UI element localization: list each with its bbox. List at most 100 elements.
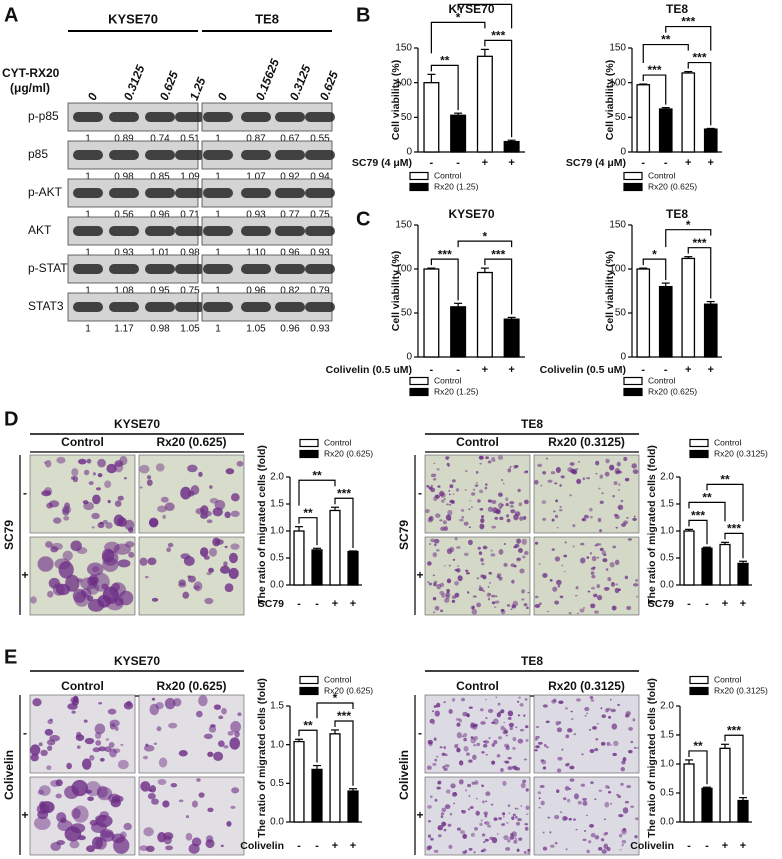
migrated-cell [97,473,103,478]
migrated-cell [38,742,43,747]
condition-symbol: + [740,840,746,852]
migrated-cell [214,499,226,510]
bar [423,82,440,153]
migrated-cell [107,499,111,504]
migrated-cell [75,734,85,741]
migrated-cell [88,481,94,486]
migrated-cell [625,711,631,716]
migrated-cell [96,487,101,491]
migrated-cell [482,545,488,550]
treatment-label: SC79 [2,520,16,550]
migrated-cell [473,488,475,491]
migrated-cell [500,479,504,482]
migrated-cell [538,605,541,608]
y-tick-label: 50 [401,112,413,123]
error-bar [313,764,321,770]
migrated-cell [607,577,612,582]
migrated-cell [439,582,445,588]
migrated-cell [605,458,610,464]
migrated-cell [636,595,639,598]
migrated-cell [563,554,568,558]
migrated-cell [612,752,617,757]
migrated-cell [503,721,506,724]
migrated-cell [586,476,591,480]
migrated-cell [525,739,529,742]
y-tick-label: 0 [406,352,412,363]
migrated-cell [485,800,488,803]
migrated-cell [549,579,553,582]
blot-band [73,150,103,160]
significance-label: ** [702,491,712,505]
bar [347,550,359,586]
blot-band [145,302,175,312]
migrated-cell [604,831,609,835]
migrated-cell [185,815,190,819]
migrated-cell [583,514,589,519]
migrated-cell [611,605,617,611]
migrated-cell [474,484,479,487]
migrated-cell [437,824,444,831]
legend-label: Rx20 (0.625) [648,181,697,191]
migrated-cell [632,469,639,475]
migrated-cell [213,751,224,761]
migrated-cell [226,821,232,827]
migrated-cell [433,538,440,544]
migrated-cell [198,471,203,477]
migrated-cell [483,811,488,816]
condition-label: Colivelin [240,840,284,852]
migrated-cell [67,703,78,710]
migrated-cell [568,817,572,821]
migrated-cell [428,582,433,586]
migrated-cell [86,458,92,464]
y-axis-label: Cell viability (%) [390,251,402,332]
quantification: 1.01 [150,248,170,259]
migrated-cell [509,726,513,731]
migrated-cell [432,710,435,713]
migrated-cell [445,456,450,459]
y-tick-label: 50 [615,308,627,319]
migrated-cell [445,514,452,521]
blot-band [241,226,271,236]
migrated-cell [523,714,526,717]
y-tick-label: 2.0 [270,472,284,483]
legend-label: Rx20 (1.25) [434,181,479,191]
migrated-cell [468,526,471,529]
migrated-cell [574,594,578,597]
column-header: Control [456,435,499,449]
migrated-cell [626,605,632,610]
migrated-cell [502,482,505,485]
migrated-cell [466,713,470,717]
migrated-cell [586,556,590,559]
migrated-cell [564,786,570,791]
migrated-cell [178,750,188,757]
significance-bracket [688,519,708,545]
migrated-cell [576,478,582,484]
migrated-cell [465,572,470,575]
error-bar [295,526,303,531]
migrated-cell [486,592,491,598]
migrated-cell [71,710,76,714]
migrated-cell [551,548,555,551]
migrated-cell [454,569,458,572]
migrated-cell [595,473,598,475]
migrated-cell [509,835,515,840]
legend-label: Control [648,170,676,180]
quantification: 1.05 [246,324,266,335]
migrated-cell [603,553,607,557]
migrated-cell [547,816,551,819]
migrated-cell [618,813,624,818]
migrated-cell [507,838,511,843]
legend-swatch [299,686,319,696]
migrated-cell [509,501,515,505]
significance-label: *** [491,29,505,43]
migrated-cell [60,817,67,824]
migrated-cell [165,845,174,851]
migrated-cell [600,838,605,842]
migrated-cell [477,499,481,503]
migrated-cell [518,837,523,841]
y-tick-label: 0 [620,352,626,363]
migrated-cell [440,499,445,503]
quantification: 1 [85,172,91,183]
migrated-cell [622,827,627,832]
